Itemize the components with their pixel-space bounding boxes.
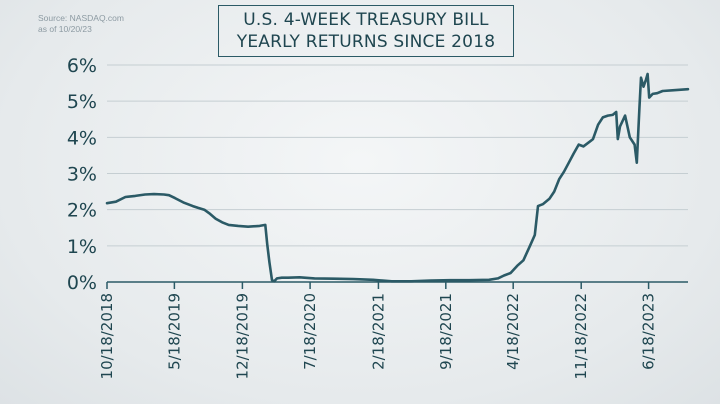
chart-title: U.S. 4-WEEK TREASURY BILL YEARLY RETURNS… bbox=[218, 5, 514, 57]
y-tick-label: 4% bbox=[67, 127, 97, 149]
series-group bbox=[105, 72, 690, 283]
source-line: Source: NASDAQ.com bbox=[38, 13, 124, 23]
y-axis: 0% 1% 2% 3% 4% 5% 6% bbox=[67, 55, 97, 294]
y-tick-label: 0% bbox=[67, 272, 97, 294]
x-axis: 10/18/2018 5/18/2019 12/18/2019 7/18/2020 2/… bbox=[98, 282, 658, 379]
x-tick-label: 9/18/2021 bbox=[437, 293, 455, 370]
y-tick-label: 5% bbox=[67, 91, 97, 113]
source-date: as of 10/20/23 bbox=[38, 24, 92, 34]
gridlines bbox=[107, 64, 688, 283]
x-tick-label: 5/18/2019 bbox=[165, 293, 183, 370]
series-line bbox=[105, 72, 690, 283]
y-tick-label: 2% bbox=[67, 200, 97, 222]
x-tick-label: 4/18/2022 bbox=[504, 293, 522, 370]
y-tick-label: 3% bbox=[67, 164, 97, 186]
x-tick-label: 2/18/2021 bbox=[369, 293, 387, 370]
y-tick-label: 6% bbox=[67, 55, 97, 77]
x-tick-label: 12/18/2019 bbox=[233, 293, 251, 379]
source-note: Source: NASDAQ.com as of 10/20/23 bbox=[38, 13, 124, 35]
x-tick-label: 10/18/2018 bbox=[98, 293, 116, 379]
x-tick-label: 11/18/2022 bbox=[572, 293, 590, 379]
chart-title-line-2: YEARLY RETURNS SINCE 2018 bbox=[236, 32, 496, 52]
x-tick-label: 6/18/2023 bbox=[640, 293, 658, 370]
y-tick-label: 1% bbox=[67, 236, 97, 258]
chart-title-line-1: U.S. 4-WEEK TREASURY BILL bbox=[243, 10, 489, 30]
x-tick-label: 7/18/2020 bbox=[301, 293, 319, 370]
